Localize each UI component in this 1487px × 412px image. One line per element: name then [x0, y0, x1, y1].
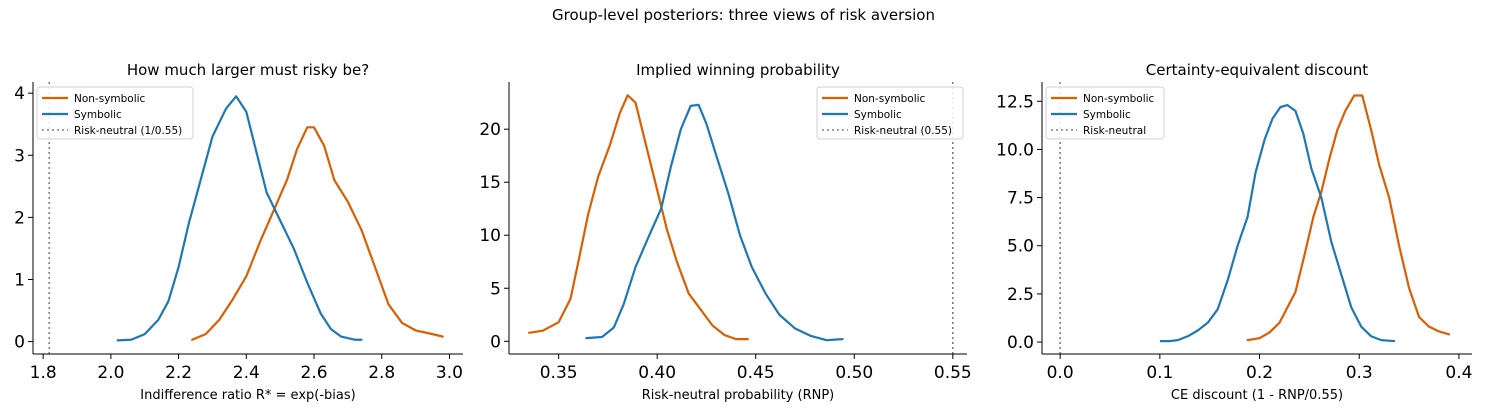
x-tick-label: 2.6	[301, 363, 328, 383]
series-line-symbolic	[1159, 104, 1396, 343]
x-tick-label: 2.4	[233, 363, 260, 383]
legend-label: Risk-neutral (1/0.55)	[74, 125, 182, 137]
legend-frame	[1045, 86, 1165, 140]
y-tick-label: 20	[479, 120, 501, 140]
legend: Non-symbolic Symbolic Risk-neutral (0.55)	[816, 86, 964, 140]
legend-label: Symbolic	[854, 109, 902, 121]
panel-title: How much larger must risky be?	[127, 61, 369, 79]
chart-panel-2: Implied winning probability 0.35 0.40 0.45 0…	[479, 61, 971, 403]
y-tick-label: 2.5	[1007, 285, 1034, 305]
x-tick-label: 0.1	[1146, 363, 1173, 383]
y-tick-label: 3	[14, 146, 25, 166]
legend-label: Non-symbolic	[74, 93, 146, 105]
x-tick-label: 0.35	[540, 363, 578, 383]
series-line-non-symbolic	[1246, 94, 1451, 342]
x-tick-label: 0.55	[934, 363, 972, 383]
x-tick-label: 0.45	[737, 363, 775, 383]
legend-frame	[36, 86, 194, 140]
legend-label: Non-symbolic	[1083, 93, 1155, 105]
y-tick-label: 10	[479, 226, 501, 246]
panel-title: Implied winning probability	[636, 61, 840, 79]
y-tick-label: 0.0	[1007, 333, 1034, 353]
chart-panel-1: How much larger must risky be? 1.8 2.0 2.2 2…	[14, 61, 463, 403]
x-axis-label: Indifference ratio R* = exp(-bias)	[140, 388, 355, 403]
y-tick-label: 12.5	[996, 92, 1034, 112]
x-tick-label: 0.50	[835, 363, 873, 383]
legend: Non-symbolic Symbolic Risk-neutral (1/0.55…	[36, 86, 194, 140]
x-tick-label: 2.2	[165, 363, 192, 383]
legend-label: Symbolic	[1083, 109, 1131, 121]
x-tick-label: 2.8	[368, 363, 395, 383]
legend-label: Risk-neutral	[1083, 125, 1146, 137]
series-line-non-symbolic	[528, 94, 749, 341]
x-tick-label: 2.0	[97, 363, 124, 383]
y-tick-label: 7.5	[1007, 189, 1034, 209]
x-axis-label: CE discount (1 - RNP/0.55)	[1171, 388, 1343, 403]
y-tick-label: 0	[14, 333, 25, 353]
x-tick-label: 0.3	[1346, 363, 1373, 383]
figure-suptitle: Group-level posteriors: three views of r…	[552, 6, 935, 24]
y-tick-label: 15	[479, 173, 501, 193]
y-tick-label: 0	[490, 332, 501, 352]
y-tick-label: 10.0	[996, 140, 1034, 160]
x-tick-label: 0.2	[1246, 363, 1273, 383]
series-line-symbolic	[116, 95, 363, 342]
series-line-symbolic	[585, 103, 844, 342]
panel-title: Certainty-equivalent discount	[1146, 61, 1369, 79]
y-tick-label: 5	[490, 279, 501, 299]
legend: Non-symbolic Symbolic Risk-neutral	[1045, 86, 1165, 140]
y-tick-label: 4	[14, 84, 25, 104]
y-tick-label: 2	[14, 208, 25, 228]
legend-label: Symbolic	[74, 109, 122, 121]
x-tick-label: 3.0	[436, 363, 463, 383]
x-axis-label: Risk-neutral probability (RNP)	[642, 388, 835, 403]
y-tick-label: 5.0	[1007, 237, 1034, 257]
legend-label: Non-symbolic	[854, 93, 926, 105]
x-tick-label: 1.8	[30, 363, 57, 383]
x-tick-label: 0.40	[638, 363, 676, 383]
series-line-non-symbolic	[191, 126, 444, 341]
chart-panel-3: Certainty-equivalent discount 0.0 0.1 0.2 0.…	[996, 61, 1472, 403]
y-tick-label: 1	[14, 270, 25, 290]
legend-frame	[816, 86, 964, 140]
legend-label: Risk-neutral (0.55)	[854, 125, 952, 137]
x-tick-label: 0.4	[1445, 363, 1472, 383]
x-tick-label: 0.0	[1047, 363, 1074, 383]
